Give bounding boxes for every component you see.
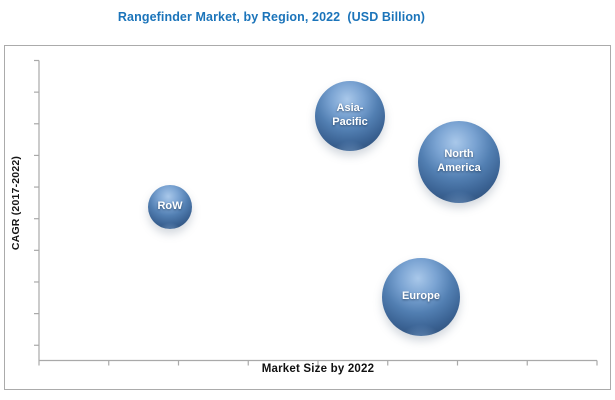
bubble-label: Europe <box>402 290 440 303</box>
bubble-asia-pacific: Asia- Pacific <box>315 81 385 151</box>
chart-title: Rangefinder Market, by Region, 2022 (USD… <box>117 10 426 24</box>
bubble-north-america: North America <box>418 121 500 203</box>
bubble-row: RoW <box>148 185 192 229</box>
bubble-europe: Europe <box>382 258 460 336</box>
bubble-label: RoW <box>157 200 183 213</box>
bubble-label: North America <box>437 148 481 174</box>
bubble-label: Asia- Pacific <box>332 102 368 128</box>
x-axis-label: Market Size by 2022 <box>261 363 375 375</box>
y-axis-label: CAGR (2017-2022) <box>10 155 22 251</box>
plot-frame <box>4 45 611 390</box>
